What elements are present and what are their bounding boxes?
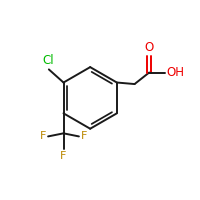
Text: F: F [40, 131, 47, 141]
Text: Cl: Cl [42, 54, 54, 67]
Text: OH: OH [167, 66, 185, 79]
Text: O: O [145, 41, 154, 54]
Text: F: F [80, 131, 87, 141]
Text: F: F [60, 151, 67, 161]
